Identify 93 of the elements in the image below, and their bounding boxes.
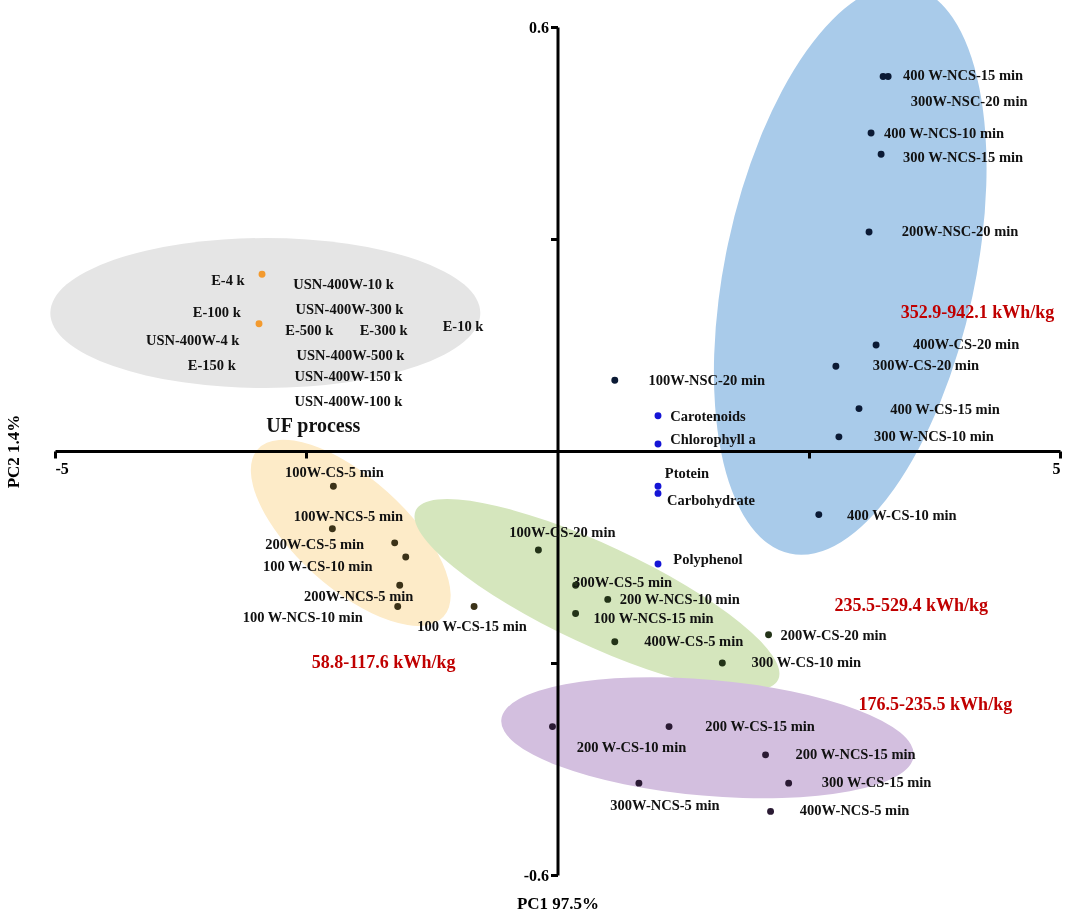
annotation: 300 W-NCS-10 min: [873, 427, 994, 444]
annotation: 400W-CS-20 min: [912, 336, 1020, 352]
point: [665, 723, 673, 731]
point: [534, 546, 542, 554]
point: [611, 376, 619, 384]
point: [832, 362, 840, 370]
point: [549, 723, 556, 731]
point: [767, 807, 775, 815]
point: [718, 659, 726, 667]
point: [402, 553, 410, 561]
annotation: USN-400W-300 k: [295, 300, 405, 317]
annotation: E-500 k: [285, 321, 335, 338]
annotation: 300 W-CS-10 min: [751, 654, 862, 670]
point: [872, 341, 880, 349]
point: [865, 228, 873, 236]
point: [654, 560, 662, 568]
point: [654, 440, 662, 448]
annotation: 235.5-529.4 kWh/kg: [834, 595, 989, 616]
annotation: 100 W-NCS-15 min: [593, 609, 714, 626]
point: [572, 610, 580, 617]
annotation: 300 W-NCS-15 min: [903, 149, 1024, 166]
point: [329, 482, 337, 490]
annotation: Carbohydrate: [667, 492, 756, 509]
annotation: Chlorophyll a: [670, 430, 757, 447]
annotation: E-150 k: [187, 357, 237, 374]
annotation: 100 W-CS-15 min: [417, 618, 527, 635]
point: [604, 595, 612, 603]
annotation: 200W-NSC-20 min: [901, 222, 1019, 239]
annotation: 400 W-CS-15 min: [890, 400, 1000, 417]
point: [835, 433, 843, 441]
y-tick-label: -0.6: [523, 866, 549, 884]
annotation: 200 W-NCS-10 min: [619, 591, 740, 608]
point: [867, 129, 875, 137]
annotation: 300W-NSC-20 min: [910, 93, 1028, 110]
annotation: 200W-CS-5 min: [265, 535, 365, 552]
point: [762, 751, 769, 759]
annotation: 100 W-NCS-10 min: [242, 609, 363, 626]
point: [654, 412, 662, 420]
annotation: 400 W-NCS-15 min: [903, 67, 1024, 84]
point: [635, 779, 643, 787]
y-tick-label: 0.6: [529, 18, 549, 36]
annotation: 352.9-942.1 kWh/kg: [900, 302, 1055, 323]
point: [785, 779, 793, 787]
annotation: UF process: [266, 414, 361, 438]
annotation: 200W-NCS-5 min: [304, 588, 414, 605]
x-axis-title: PC1 97.5%: [516, 893, 600, 913]
annotation: USN-400W-100 k: [294, 392, 404, 409]
annotation: 400 W-NCS-10 min: [884, 125, 1005, 141]
annotation: 100W-NSC-20 min: [648, 372, 766, 389]
point: [470, 603, 478, 610]
x-tick-label: -5: [55, 459, 69, 477]
point: [396, 581, 404, 589]
y-axis-title: PC2 1.4%: [3, 414, 23, 489]
point: [258, 270, 266, 278]
annotation: USN-400W-4 k: [146, 332, 241, 349]
point: [394, 603, 402, 610]
annotation: 300 W-CS-15 min: [821, 774, 932, 791]
point: [611, 638, 619, 646]
annotation: E-10 k: [442, 318, 485, 335]
annotation: 400W-CS-5 min: [644, 632, 744, 649]
annotation: 400 W-CS-10 min: [847, 506, 957, 523]
annotation: 176.5-235.5 kWh/kg: [858, 694, 1013, 715]
annotation: 200 W-NCS-15 min: [795, 745, 916, 762]
annotation: 100W-CS-5 min: [284, 464, 384, 481]
annotation: 58.8-117.6 kWh/kg: [311, 652, 456, 672]
annotation: E-4 k: [211, 272, 246, 289]
annotation: USN-400W-500 k: [296, 346, 406, 363]
annotation: USN-400W-150 k: [294, 367, 404, 384]
annotation: Polyphenol: [673, 551, 743, 568]
point: [815, 511, 823, 519]
point: [255, 320, 263, 328]
annotation: E-300 k: [359, 321, 409, 338]
annotation: 100W-NCS-5 min: [293, 507, 404, 524]
annotation: E-100 k: [192, 304, 242, 321]
point: [654, 482, 662, 490]
point: [765, 631, 773, 639]
point: [855, 405, 863, 413]
annotation: 300W-CS-20 min: [872, 357, 979, 374]
x-tick-label: 5: [1052, 459, 1061, 477]
point: [877, 150, 885, 158]
annotation: USN-400W-10 k: [293, 275, 395, 292]
annotation: 200 W-CS-15 min: [705, 717, 815, 734]
annotation: 200W-CS-20 min: [780, 626, 887, 643]
point: [654, 489, 662, 497]
point: [884, 73, 892, 80]
point: [328, 525, 336, 533]
annotation: Ptotein: [664, 465, 710, 482]
annotation: 300W-NCS-5 min: [610, 797, 720, 814]
annotation: 400W-NCS-5 min: [799, 802, 910, 819]
annotation: 200 W-CS-10 min: [576, 738, 687, 755]
annotation: Carotenoids: [670, 407, 747, 424]
annotation: 100 W-CS-10 min: [262, 558, 373, 574]
point: [391, 539, 399, 547]
